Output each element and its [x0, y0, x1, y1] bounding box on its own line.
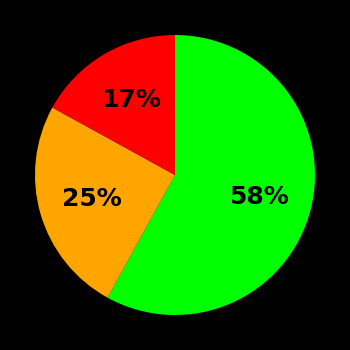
Wedge shape — [107, 35, 315, 315]
Text: 17%: 17% — [101, 88, 161, 112]
Text: 25%: 25% — [62, 187, 121, 211]
Text: 58%: 58% — [229, 184, 289, 209]
Wedge shape — [35, 107, 175, 298]
Wedge shape — [52, 35, 175, 175]
